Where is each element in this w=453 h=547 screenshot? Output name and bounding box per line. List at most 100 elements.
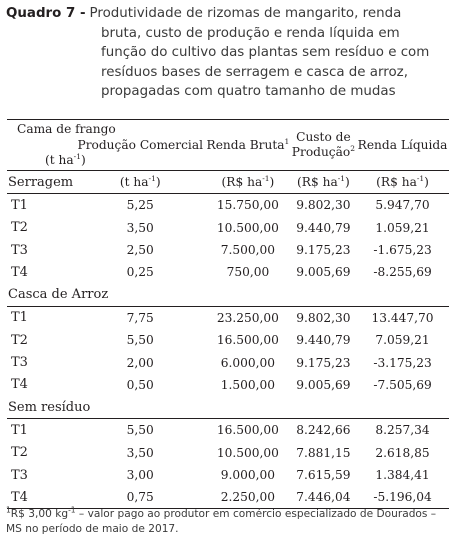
treatment-cell: T2 [11,332,28,348]
renda-bruta-cell: 16.500,00 [216,333,279,348]
renda-liquida-cell: 7.059,21 [375,333,430,348]
producao-cell: 0,50 [126,377,154,392]
renda-bruta-cell: 10.500,00 [216,220,279,235]
table-row: T4 0,50 1.500,00 9.005,69 -7.505,69 [7,374,449,396]
custo-cell: 7.881,15 [296,445,351,460]
renda-liquida-cell: 8.257,34 [375,423,430,438]
table-row: T1 5,25 15.750,00 9.802,30 5.947,70 [7,194,449,217]
renda-liquida-cell: -8.255,69 [373,265,432,280]
treatment-cell: T3 [11,355,28,371]
custo-cell: 7.446,04 [290,486,357,510]
renda-bruta-cell: 750,00 [226,265,270,280]
group-name: Sem resíduo [7,395,449,420]
table-row: T1 5,50 16.500,00 8.242,66 8.257,34 [7,419,449,442]
treatment-cell: T2 [11,445,28,461]
custo-cell: 9.005,69 [296,265,351,280]
table-header-row: Cama de frango (t ha-1) Produção Comerci… [7,119,449,171]
treatment-cell: T3 [11,242,28,258]
unit-renda-liquida: (R$ ha-1) [356,170,449,195]
producao-cell: 3,50 [126,220,154,235]
treatment-cell: T4 [11,377,28,393]
renda-liquida-cell: 2.618,85 [375,445,430,460]
producao-cell: 2,00 [126,355,154,370]
caption-line-1: Produtividade de rizomas de mangarito, r… [89,6,402,21]
table-row: T4 0,75 2.250,00 7.446,04 -5.196,04 [7,486,449,510]
custo-cell: 9.005,69 [296,377,351,392]
caption-line-2: bruta, custo de produção e renda líquida… [101,25,400,41]
custo-cell: 9.802,30 [296,198,351,213]
custo-cell: 9.802,30 [296,310,351,325]
producao-cell: 5,50 [126,423,154,438]
treatment-cell: T4 [11,264,28,280]
producao-cell: 3,00 [126,468,154,482]
renda-bruta-cell: 16.500,00 [216,423,279,438]
treatment-cell: T1 [11,422,28,438]
unit-producao: (t ha-1) [75,170,206,195]
group-row: Serragem (t ha-1) (R$ ha-1) (R$ ha-1) (R$ ha… [7,170,449,195]
renda-bruta-cell: 23.250,00 [216,310,279,325]
footnote: 1R$ 3,00 kg-1 – valor pago ao produtor e… [6,505,437,535]
renda-bruta-cell: 9.000,00 [220,468,276,482]
treatment-cell: T3 [11,467,28,483]
renda-liquida-cell: -5.196,04 [356,486,449,510]
producao-cell: 0,75 [75,486,206,510]
group-row: Casca de Arroz [7,283,449,307]
group-row: Sem resíduo [7,395,449,420]
table-row: T2 3,50 10.500,00 7.881,15 2.618,85 [7,442,449,464]
renda-bruta-cell: 15.750,00 [216,198,279,213]
treatment-cell: T1 [11,197,28,213]
producao-cell: 0,25 [126,265,154,280]
renda-bruta-cell: 1.500,00 [220,377,276,392]
custo-cell: 9.440,79 [296,333,351,348]
renda-liquida-cell: -1.675,23 [373,243,432,258]
custo-cell: 8.242,66 [296,423,351,438]
caption-line-3: função do cultivo das plantas sem resídu… [101,45,430,60]
custo-cell: 9.175,23 [296,355,351,370]
table-row: T1 7,75 23.250,00 9.802,30 13.447,70 [7,306,449,329]
caption-line-5: propagadas com quatro tamanho de mudas [101,84,396,99]
renda-liquida-cell: 1.059,21 [375,220,430,235]
header-cama-de-frango: Cama de frango (t ha-1) [7,119,116,171]
producao-cell: 7,75 [126,310,154,325]
renda-bruta-cell: 10.500,00 [216,445,279,460]
unit-renda-bruta: (R$ ha-1) [205,170,291,195]
header-producao-comercial: Produção Comercial [75,119,206,171]
treatment-cell: T4 [7,486,76,510]
custo-cell: 9.440,79 [296,220,351,235]
table-row: T3 3,00 9.000,00 7.615,59 1.384,41 [7,464,449,486]
group-name: Casca de Arroz [7,283,449,307]
treatment-cell: T1 [11,310,28,326]
table-row: T3 2,50 7.500,00 9.175,23 -1.675,23 [7,239,449,261]
table-row: T2 5,50 16.500,00 9.440,79 7.059,21 [7,329,449,351]
table-body: Serragem (t ha-1) (R$ ha-1) (R$ ha-1) (R$ ha… [7,170,449,510]
renda-bruta-cell: 7.500,00 [220,243,276,258]
renda-liquida-cell: 1.384,41 [375,468,430,482]
table-row: T3 2,00 6.000,00 9.175,23 -3.175,23 [7,351,449,373]
header-cama-label: Cama de frango [17,122,116,136]
renda-liquida-cell: -3.175,23 [373,355,432,370]
data-table: Cama de frango (t ha-1) Produção Comerci… [7,119,449,510]
renda-liquida-cell: 5.947,70 [375,198,430,213]
custo-cell: 7.615,59 [296,468,351,482]
table-row: T2 3,50 10.500,00 9.440,79 1.059,21 [7,217,449,239]
table-row: T4 0,25 750,00 9.005,69 -8.255,69 [7,261,449,283]
group-name: Serragem [7,170,76,195]
header-renda-liquida: Renda Líquida [356,119,449,171]
renda-bruta-cell: 2.250,00 [205,486,291,510]
producao-cell: 3,50 [126,445,154,460]
producao-cell: 5,50 [126,333,154,348]
caption-label: Quadro 7 - [6,6,86,21]
header-renda-bruta: Renda Bruta1 [205,119,291,171]
caption-line-4: resíduos bases de serragem e casca de ar… [101,64,408,80]
renda-liquida-cell: -7.505,69 [373,377,432,392]
table-caption: Quadro 7 - Produtividade de rizomas de m… [6,4,446,102]
treatment-cell: T2 [11,220,28,236]
renda-bruta-cell: 6.000,00 [220,355,276,370]
producao-cell: 5,25 [126,198,154,213]
header-cama-unit: (t ha-1) [45,151,86,167]
header-custo-producao: Custo de Produção2 [290,119,357,171]
renda-liquida-cell: 13.447,70 [371,310,434,325]
producao-cell: 2,50 [126,243,154,258]
unit-custo: (R$ ha-1) [290,170,357,195]
custo-cell: 9.175,23 [296,243,351,258]
